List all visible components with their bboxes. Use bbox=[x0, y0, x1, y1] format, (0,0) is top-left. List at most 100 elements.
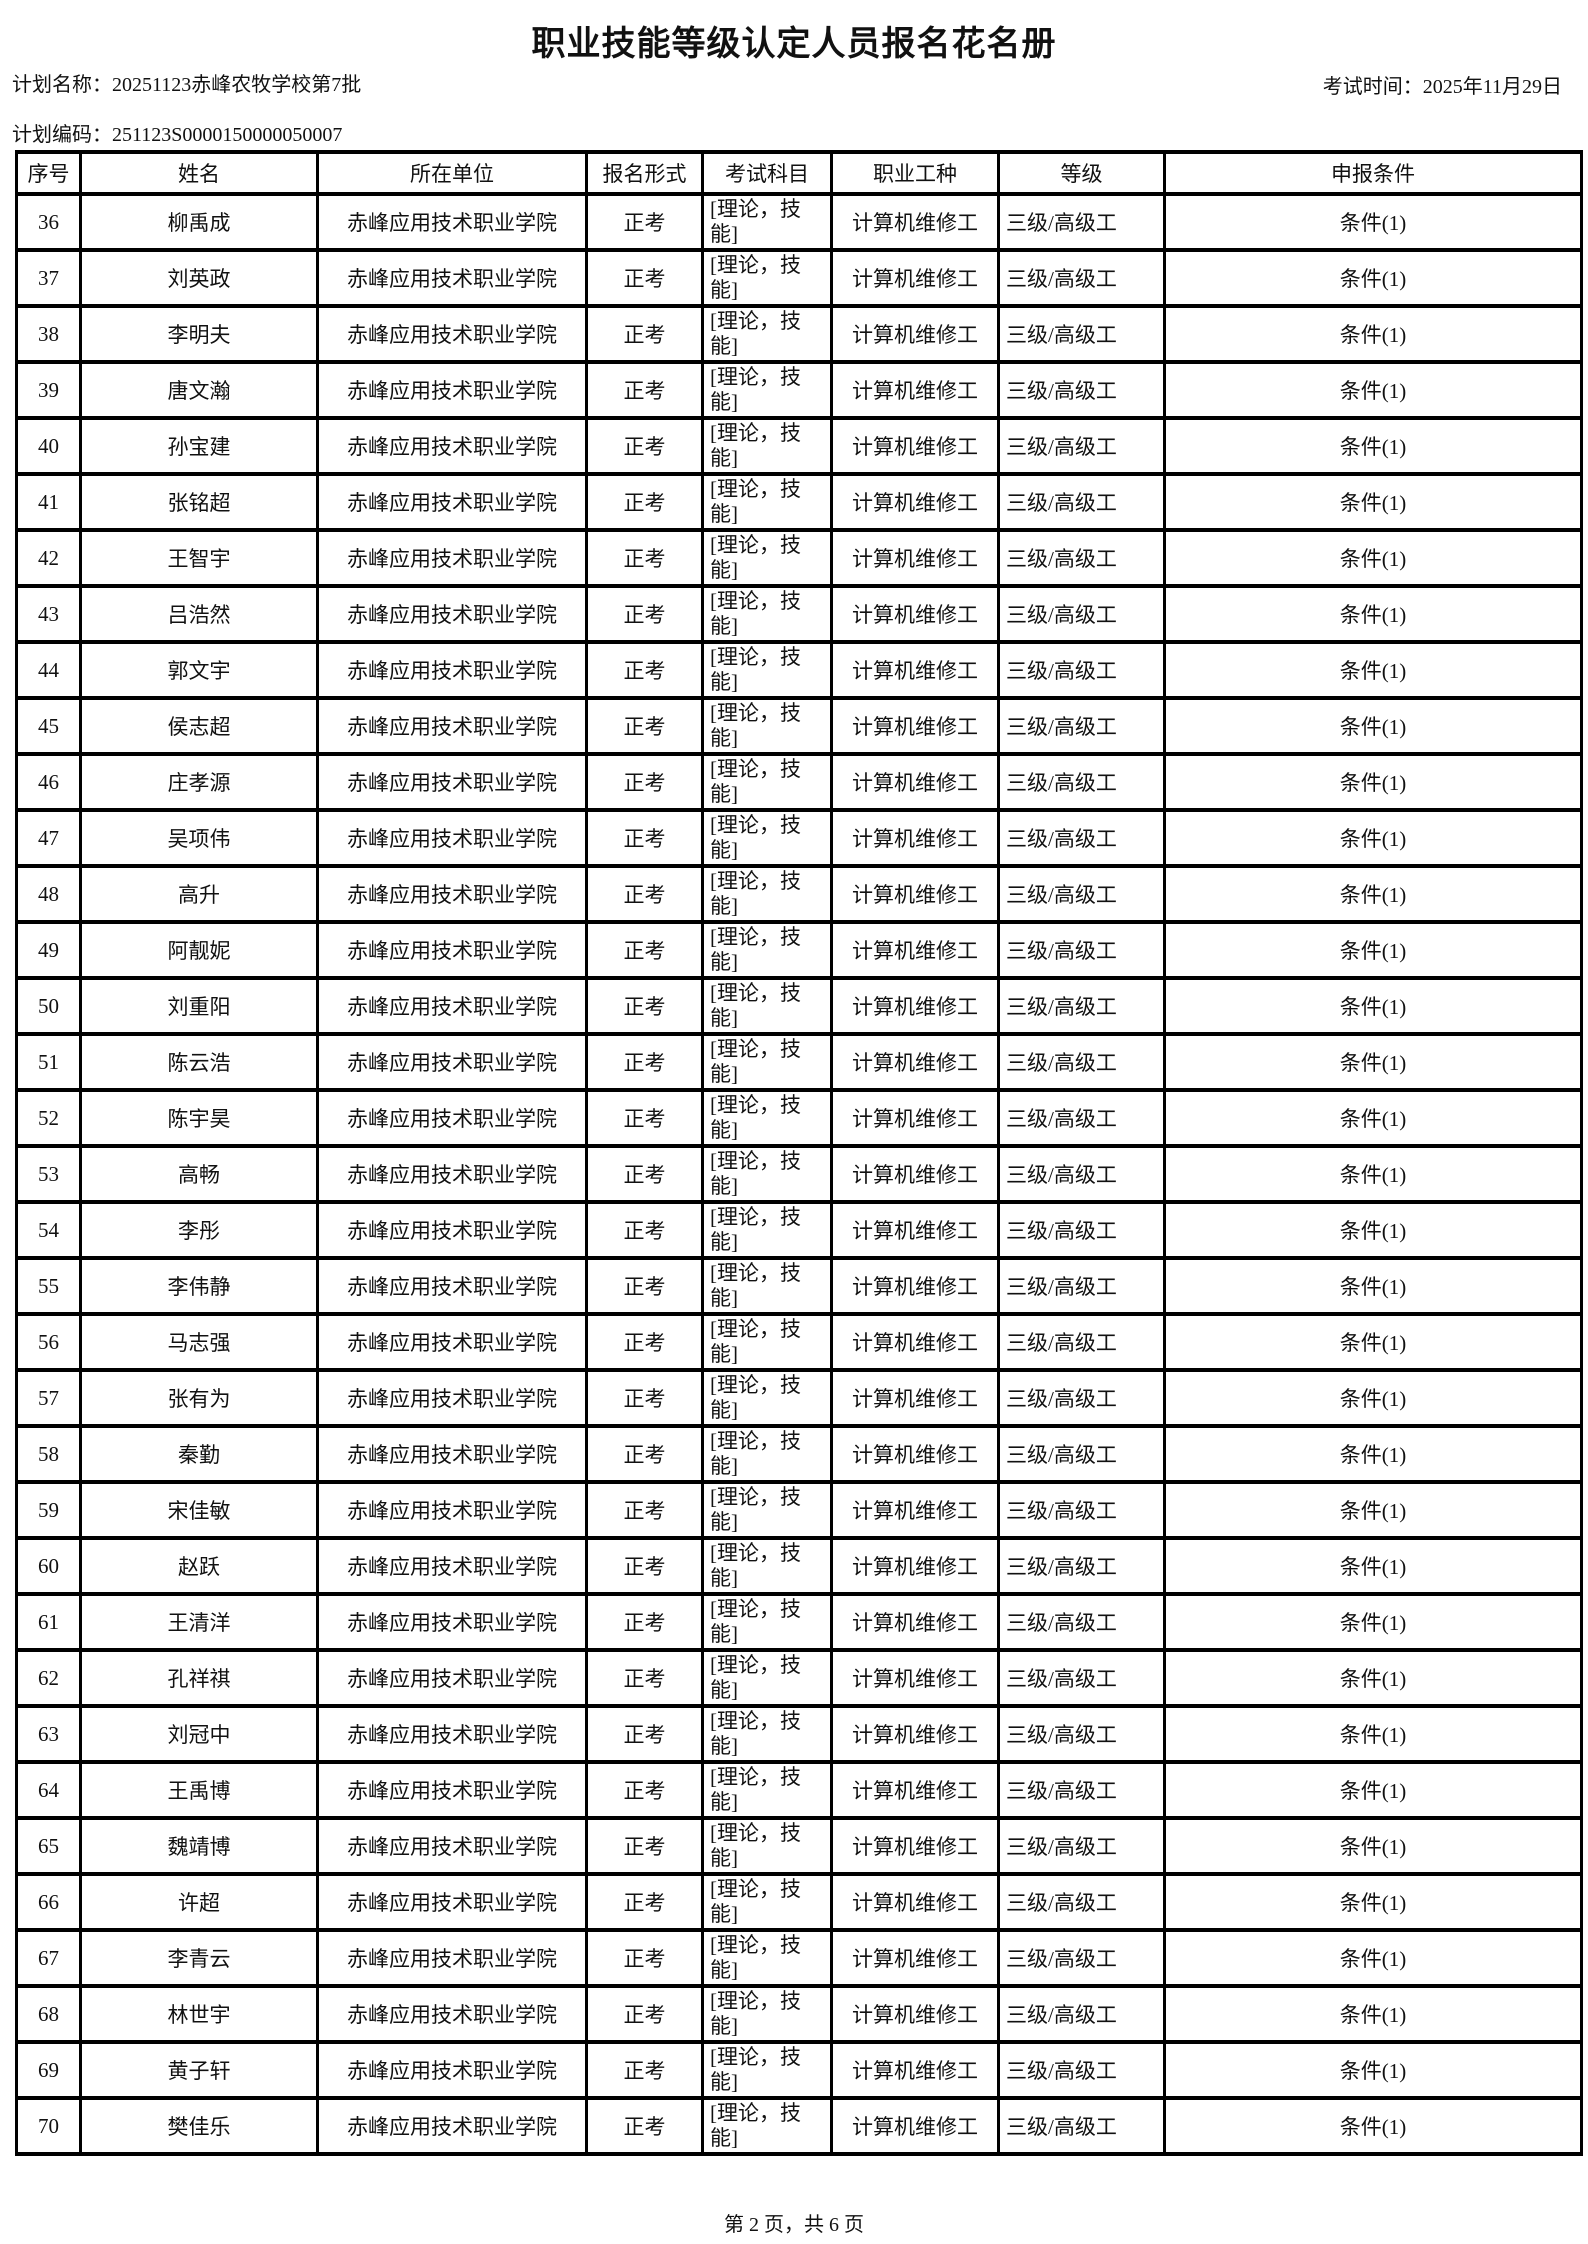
cell-name: 张有为 bbox=[79, 1368, 319, 1428]
cell-name: 李青云 bbox=[79, 1928, 319, 1988]
table-row: 62 孔祥祺 赤峰应用技术职业学院 正考 [理论，技能] 计算机维修工 三级/高… bbox=[15, 1648, 1583, 1708]
cell-name: 李明夫 bbox=[79, 304, 319, 364]
cell-occupation: 计算机维修工 bbox=[830, 976, 1000, 1036]
cell-condition: 条件(1) bbox=[1163, 584, 1583, 644]
cell-form: 正考 bbox=[585, 2040, 704, 2100]
cell-no: 57 bbox=[15, 1368, 82, 1428]
table-row: 67 李青云 赤峰应用技术职业学院 正考 [理论，技能] 计算机维修工 三级/高… bbox=[15, 1928, 1583, 1988]
cell-no: 36 bbox=[15, 192, 82, 252]
cell-name: 陈宇昊 bbox=[79, 1088, 319, 1148]
table-row: 48 高升 赤峰应用技术职业学院 正考 [理论，技能] 计算机维修工 三级/高级… bbox=[15, 864, 1583, 924]
table-row: 58 秦勤 赤峰应用技术职业学院 正考 [理论，技能] 计算机维修工 三级/高级… bbox=[15, 1424, 1583, 1484]
cell-occupation: 计算机维修工 bbox=[830, 920, 1000, 980]
table-row: 41 张铭超 赤峰应用技术职业学院 正考 [理论，技能] 计算机维修工 三级/高… bbox=[15, 472, 1583, 532]
cell-unit: 赤峰应用技术职业学院 bbox=[316, 1816, 588, 1876]
cell-unit: 赤峰应用技术职业学院 bbox=[316, 1648, 588, 1708]
cell-name: 陈云浩 bbox=[79, 1032, 319, 1092]
cell-unit: 赤峰应用技术职业学院 bbox=[316, 640, 588, 700]
cell-level: 三级/高级工 bbox=[997, 360, 1166, 420]
cell-form: 正考 bbox=[585, 1256, 704, 1316]
cell-name: 王禹博 bbox=[79, 1760, 319, 1820]
cell-occupation: 计算机维修工 bbox=[830, 1984, 1000, 2044]
cell-subject: [理论，技能] bbox=[701, 1648, 833, 1708]
cell-unit: 赤峰应用技术职业学院 bbox=[316, 1312, 588, 1372]
cell-occupation: 计算机维修工 bbox=[830, 1088, 1000, 1148]
cell-level: 三级/高级工 bbox=[997, 1592, 1166, 1652]
cell-unit: 赤峰应用技术职业学院 bbox=[316, 752, 588, 812]
cell-name: 唐文瀚 bbox=[79, 360, 319, 420]
cell-occupation: 计算机维修工 bbox=[830, 1928, 1000, 1988]
cell-occupation: 计算机维修工 bbox=[830, 1704, 1000, 1764]
cell-no: 38 bbox=[15, 304, 82, 364]
cell-level: 三级/高级工 bbox=[997, 2040, 1166, 2100]
cell-name: 吴项伟 bbox=[79, 808, 319, 868]
cell-occupation: 计算机维修工 bbox=[830, 1872, 1000, 1932]
cell-no: 69 bbox=[15, 2040, 82, 2100]
cell-subject: [理论，技能] bbox=[701, 2040, 833, 2100]
cell-condition: 条件(1) bbox=[1163, 696, 1583, 756]
cell-subject: [理论，技能] bbox=[701, 1480, 833, 1540]
cell-form: 正考 bbox=[585, 1480, 704, 1540]
cell-condition: 条件(1) bbox=[1163, 1592, 1583, 1652]
cell-occupation: 计算机维修工 bbox=[830, 864, 1000, 924]
cell-unit: 赤峰应用技术职业学院 bbox=[316, 416, 588, 476]
cell-condition: 条件(1) bbox=[1163, 1312, 1583, 1372]
cell-condition: 条件(1) bbox=[1163, 304, 1583, 364]
cell-unit: 赤峰应用技术职业学院 bbox=[316, 1872, 588, 1932]
cell-no: 54 bbox=[15, 1200, 82, 1260]
cell-subject: [理论，技能] bbox=[701, 528, 833, 588]
cell-occupation: 计算机维修工 bbox=[830, 360, 1000, 420]
cell-level: 三级/高级工 bbox=[997, 1872, 1166, 1932]
cell-condition: 条件(1) bbox=[1163, 1816, 1583, 1876]
cell-occupation: 计算机维修工 bbox=[830, 1256, 1000, 1316]
cell-level: 三级/高级工 bbox=[997, 304, 1166, 364]
cell-name: 高升 bbox=[79, 864, 319, 924]
cell-form: 正考 bbox=[585, 1144, 704, 1204]
cell-occupation: 计算机维修工 bbox=[830, 640, 1000, 700]
cell-unit: 赤峰应用技术职业学院 bbox=[316, 1144, 588, 1204]
cell-unit: 赤峰应用技术职业学院 bbox=[316, 1200, 588, 1260]
cell-level: 三级/高级工 bbox=[997, 752, 1166, 812]
cell-occupation: 计算机维修工 bbox=[830, 1648, 1000, 1708]
plan-name-label: 计划名称： bbox=[12, 74, 112, 96]
cell-unit: 赤峰应用技术职业学院 bbox=[316, 696, 588, 756]
table-row: 39 唐文瀚 赤峰应用技术职业学院 正考 [理论，技能] 计算机维修工 三级/高… bbox=[15, 360, 1583, 420]
cell-form: 正考 bbox=[585, 808, 704, 868]
cell-name: 赵跃 bbox=[79, 1536, 319, 1596]
cell-name: 魏靖博 bbox=[79, 1816, 319, 1876]
cell-subject: [理论，技能] bbox=[701, 192, 833, 252]
cell-condition: 条件(1) bbox=[1163, 640, 1583, 700]
cell-form: 正考 bbox=[585, 1648, 704, 1708]
cell-occupation: 计算机维修工 bbox=[830, 1816, 1000, 1876]
cell-occupation: 计算机维修工 bbox=[830, 2040, 1000, 2100]
cell-condition: 条件(1) bbox=[1163, 976, 1583, 1036]
table-row: 42 王智宇 赤峰应用技术职业学院 正考 [理论，技能] 计算机维修工 三级/高… bbox=[15, 528, 1583, 588]
column-header-level: 等级 bbox=[997, 150, 1166, 196]
cell-level: 三级/高级工 bbox=[997, 1200, 1166, 1260]
cell-condition: 条件(1) bbox=[1163, 1256, 1583, 1316]
cell-level: 三级/高级工 bbox=[997, 1816, 1166, 1876]
column-header-occupation: 职业工种 bbox=[830, 150, 1000, 196]
cell-condition: 条件(1) bbox=[1163, 1704, 1583, 1764]
cell-form: 正考 bbox=[585, 1816, 704, 1876]
cell-no: 65 bbox=[15, 1816, 82, 1876]
table-row: 70 樊佳乐 赤峰应用技术职业学院 正考 [理论，技能] 计算机维修工 三级/高… bbox=[15, 2096, 1583, 2156]
cell-unit: 赤峰应用技术职业学院 bbox=[316, 1928, 588, 1988]
table-row: 51 陈云浩 赤峰应用技术职业学院 正考 [理论，技能] 计算机维修工 三级/高… bbox=[15, 1032, 1583, 1092]
cell-condition: 条件(1) bbox=[1163, 1480, 1583, 1540]
cell-subject: [理论，技能] bbox=[701, 752, 833, 812]
cell-unit: 赤峰应用技术职业学院 bbox=[316, 1032, 588, 1092]
cell-level: 三级/高级工 bbox=[997, 808, 1166, 868]
table-row: 65 魏靖博 赤峰应用技术职业学院 正考 [理论，技能] 计算机维修工 三级/高… bbox=[15, 1816, 1583, 1876]
cell-form: 正考 bbox=[585, 528, 704, 588]
cell-occupation: 计算机维修工 bbox=[830, 472, 1000, 532]
table-row: 52 陈宇昊 赤峰应用技术职业学院 正考 [理论，技能] 计算机维修工 三级/高… bbox=[15, 1088, 1583, 1148]
cell-form: 正考 bbox=[585, 1368, 704, 1428]
cell-name: 侯志超 bbox=[79, 696, 319, 756]
cell-form: 正考 bbox=[585, 920, 704, 980]
cell-unit: 赤峰应用技术职业学院 bbox=[316, 1592, 588, 1652]
cell-form: 正考 bbox=[585, 192, 704, 252]
cell-no: 50 bbox=[15, 976, 82, 1036]
cell-form: 正考 bbox=[585, 752, 704, 812]
cell-condition: 条件(1) bbox=[1163, 1368, 1583, 1428]
